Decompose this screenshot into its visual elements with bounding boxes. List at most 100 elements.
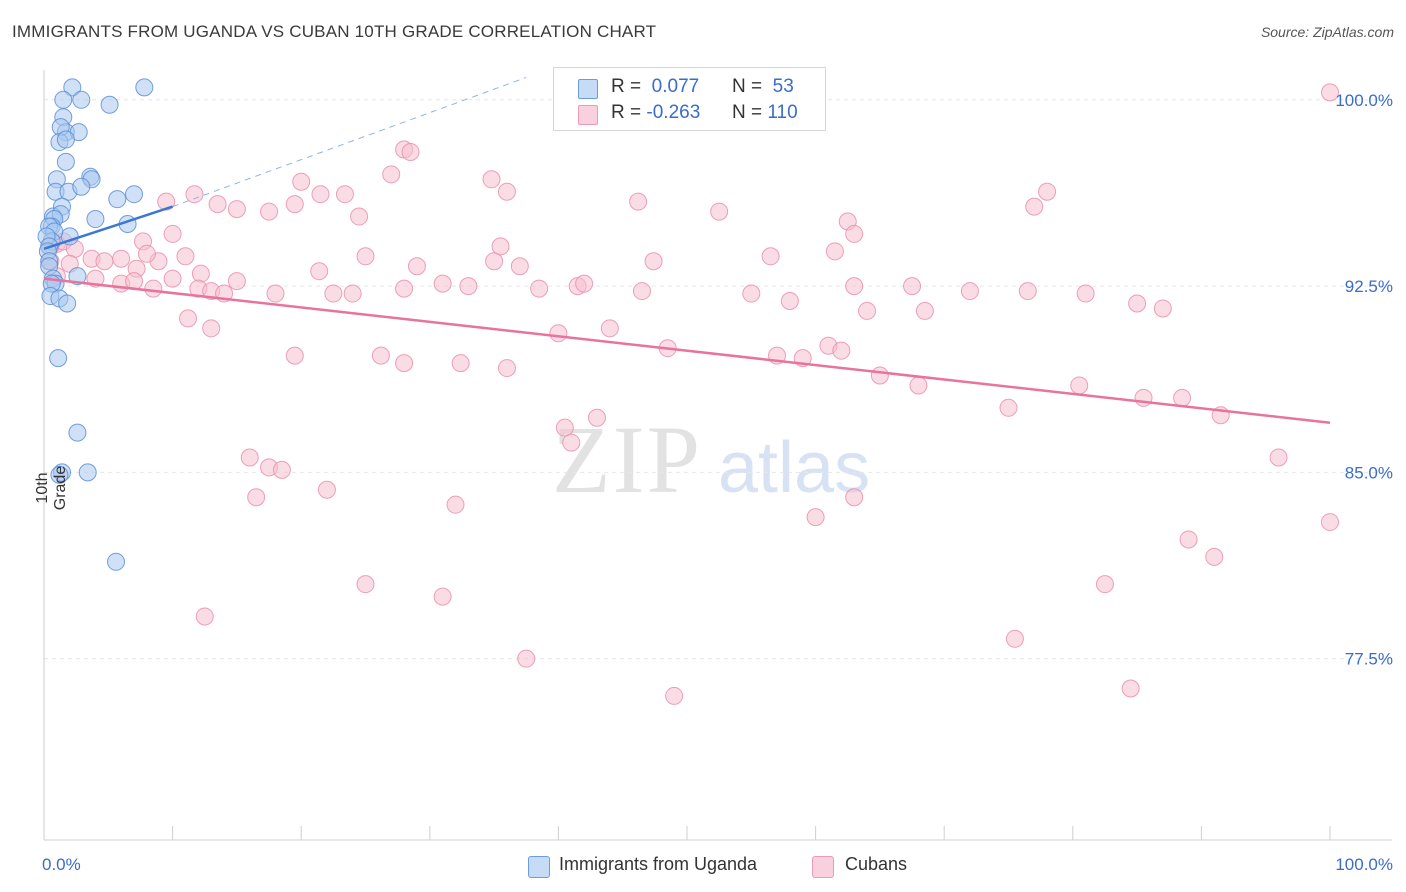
uganda-point <box>125 185 144 204</box>
cubans-point <box>459 277 478 296</box>
cubans-point <box>144 279 163 298</box>
cubans-point <box>870 366 889 385</box>
cubans-point <box>909 376 928 395</box>
legend-n-cubans: N = 110 <box>732 102 798 123</box>
cubans-point <box>1269 448 1288 467</box>
cubans-point <box>600 319 619 338</box>
cubans-point <box>350 207 369 226</box>
legend-swatch-cubans-bottom <box>812 856 834 878</box>
cubans-point <box>644 252 663 271</box>
cubans-point <box>185 185 204 204</box>
cubans-point <box>163 269 182 288</box>
cubans-point <box>1179 530 1198 549</box>
y-tick-label: 92.5% <box>1345 277 1393 296</box>
cubans-point <box>395 279 414 298</box>
cubans-point <box>179 309 198 328</box>
cubans-point <box>742 284 761 303</box>
cubans-point <box>266 284 285 303</box>
cubans-point <box>915 301 934 320</box>
tick-labels: 100.0% 92.5% 85.0% 77.5% 0.0% 100.0% <box>42 91 1393 874</box>
cubans-point <box>482 170 501 189</box>
cubans-point <box>1005 629 1024 648</box>
cubans-point <box>112 249 131 268</box>
y-tick-label: 77.5% <box>1345 650 1393 669</box>
cubans-point <box>356 247 375 266</box>
cubans-point <box>629 192 648 211</box>
cubans-point <box>208 195 227 214</box>
uganda-point <box>50 465 69 484</box>
legend-swatch-uganda-bottom <box>528 856 550 878</box>
source-label: Source: ZipAtlas.com <box>1260 24 1394 40</box>
cubans-point <box>960 282 979 301</box>
watermark-atlas: atlas <box>718 428 870 508</box>
uganda-trend-line <box>43 205 173 251</box>
cubans-point <box>1205 547 1224 566</box>
legend-r-uganda: R = 0.077 <box>611 76 700 97</box>
cubans-point <box>845 488 864 507</box>
cubans-point <box>335 185 354 204</box>
chart-title: IMMIGRANTS FROM UGANDA VS CUBAN 10TH GRA… <box>12 22 657 41</box>
x-tick-label: 0.0% <box>42 855 81 874</box>
cubans-point <box>780 292 799 310</box>
cubans-point <box>285 195 304 214</box>
uganda-point <box>56 152 75 171</box>
cubans-point <box>497 182 516 201</box>
y-tick-label: 100.0% <box>1335 91 1393 110</box>
cubans-point <box>587 408 606 427</box>
uganda-point <box>78 463 97 482</box>
cubans-point <box>999 398 1018 417</box>
cubans-point <box>382 165 401 184</box>
uganda-point <box>56 130 75 149</box>
y-axis-label: 10th Grade <box>34 465 69 511</box>
uganda-point <box>49 349 68 368</box>
cubans-point <box>549 324 568 343</box>
legend-r-cubans: R = -0.263 <box>611 102 701 123</box>
uganda-point <box>54 90 73 109</box>
cubans-point <box>710 202 729 221</box>
uganda-point <box>58 294 77 313</box>
cubans-point <box>395 354 414 373</box>
cubans-point <box>260 202 279 221</box>
cubans-point <box>137 244 156 263</box>
cubans-point <box>285 346 304 365</box>
cubans-point <box>510 257 529 276</box>
cubans-point <box>202 319 221 338</box>
cubans-trend-line <box>43 277 1331 424</box>
cubans-point <box>1128 294 1147 313</box>
correlation-legend: R = 0.077 N = 53 R = -0.263 N = 110 <box>553 67 826 131</box>
cubans-point <box>562 433 581 452</box>
watermark: ZIP atlas <box>552 406 870 513</box>
legend-row-cubans: R = -0.263 N = 110 <box>554 102 825 128</box>
cubans-point <box>317 480 336 499</box>
legend-label-uganda: Immigrants from Uganda <box>559 854 758 874</box>
watermark-zip: ZIP <box>552 406 702 513</box>
uganda-point <box>68 267 87 286</box>
uganda-point <box>63 78 82 97</box>
axes <box>43 70 1392 841</box>
cubans-point <box>195 607 214 626</box>
cubans-point <box>1173 388 1192 407</box>
cubans-point <box>240 448 259 467</box>
cubans-point <box>530 279 549 298</box>
uganda-point <box>68 423 87 442</box>
cubans-point <box>407 257 426 276</box>
series-legend: Immigrants from Uganda Cubans <box>0 850 1406 878</box>
cubans-point <box>1121 679 1140 698</box>
cubans-point <box>1025 197 1044 216</box>
cubans-point <box>1134 388 1153 407</box>
cubans-point <box>163 224 182 243</box>
cubans-point <box>451 354 470 373</box>
legend-label-cubans: Cubans <box>845 854 908 874</box>
cubans-point <box>1038 182 1057 201</box>
cubans-point <box>176 247 195 266</box>
cubans-point <box>485 252 504 271</box>
cubans-point <box>845 224 864 243</box>
uganda-point <box>72 90 91 109</box>
cubans-point <box>433 587 452 606</box>
cubans-point <box>555 418 574 437</box>
cubans-point <box>310 262 329 281</box>
cubans-point <box>1153 299 1172 318</box>
cubans-point <box>343 284 362 303</box>
cubans-point <box>517 649 536 668</box>
